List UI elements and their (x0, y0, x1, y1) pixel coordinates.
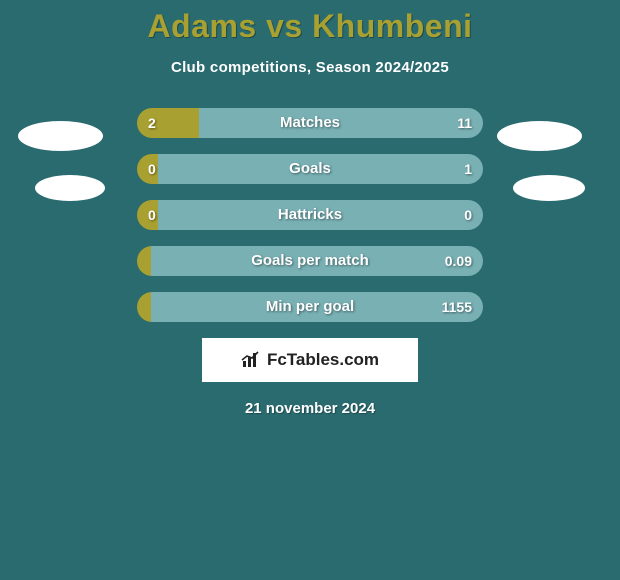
stat-row: Goals per match0.09 (0, 246, 620, 276)
stat-bar-right (158, 200, 483, 230)
logo-label: FcTables.com (267, 350, 379, 370)
stat-bar-right (158, 154, 483, 184)
stat-bar-left (137, 292, 151, 322)
logo-box: FcTables.com (202, 338, 418, 382)
bar-chart-icon (241, 351, 263, 369)
stat-bar-right (151, 246, 483, 276)
comparison-infographic: Adams vs Khumbeni Club competitions, Sea… (0, 0, 620, 417)
stat-bar-right (151, 292, 483, 322)
decoration-ellipse (513, 175, 585, 201)
decoration-ellipse (497, 121, 582, 151)
page-title: Adams vs Khumbeni (0, 8, 620, 45)
stat-bar-track (137, 246, 483, 276)
stat-bar-track (137, 154, 483, 184)
stat-bar-track (137, 200, 483, 230)
logo: FcTables.com (241, 350, 379, 370)
stat-row: Min per goal1155 (0, 292, 620, 322)
stat-bar-left (137, 246, 151, 276)
stat-bar-track (137, 108, 483, 138)
stat-bar-track (137, 292, 483, 322)
decoration-ellipse (35, 175, 105, 201)
date-line: 21 november 2024 (0, 400, 620, 417)
subtitle: Club competitions, Season 2024/2025 (0, 59, 620, 76)
stat-bar-left (137, 108, 199, 138)
stat-bar-left (137, 154, 158, 184)
stat-bar-right (199, 108, 483, 138)
stat-row: Hattricks00 (0, 200, 620, 230)
stat-bar-left (137, 200, 158, 230)
decoration-ellipse (18, 121, 103, 151)
